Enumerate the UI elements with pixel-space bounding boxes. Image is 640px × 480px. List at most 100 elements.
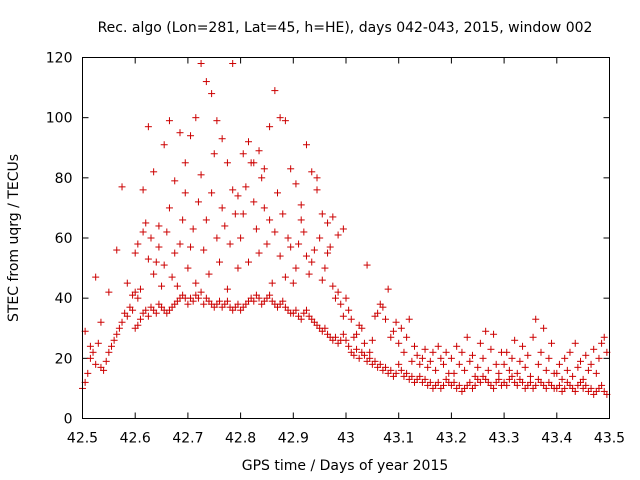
data-point: [339, 312, 347, 320]
data-point: [376, 300, 384, 308]
data-point: [574, 363, 582, 371]
data-point: [105, 348, 113, 356]
data-point: [97, 318, 105, 326]
data-point: [411, 342, 419, 350]
data-point: [297, 201, 305, 209]
data-point: [223, 297, 231, 305]
data-point: [331, 333, 339, 341]
data-point: [89, 348, 97, 356]
data-point: [213, 117, 221, 125]
x-tick-label: 43.2: [436, 431, 467, 447]
data-point: [229, 60, 237, 68]
data-point: [582, 351, 590, 359]
data-point: [508, 372, 516, 380]
data-point: [113, 246, 121, 254]
data-point: [150, 270, 158, 278]
data-point: [516, 357, 524, 365]
data-point: [226, 240, 234, 248]
data-point: [134, 294, 142, 302]
data-point: [474, 363, 482, 371]
data-point: [142, 219, 150, 227]
data-point: [434, 378, 442, 386]
data-point: [450, 378, 458, 386]
data-point: [281, 273, 289, 281]
data-point: [389, 327, 397, 335]
data-point: [329, 282, 337, 290]
data-point: [600, 333, 608, 341]
data-point: [84, 369, 92, 377]
data-point: [197, 288, 205, 296]
data-point: [218, 204, 226, 212]
data-point: [223, 285, 231, 293]
data-point: [513, 369, 521, 377]
data-point: [160, 141, 168, 149]
data-point: [592, 369, 600, 377]
data-point: [405, 315, 413, 323]
data-point: [218, 135, 226, 143]
data-point: [302, 141, 310, 149]
data-point: [366, 348, 374, 356]
data-point: [292, 180, 300, 188]
data-point: [92, 273, 100, 281]
data-point: [368, 336, 376, 344]
data-point: [271, 87, 279, 95]
data-point: [542, 366, 550, 374]
data-point: [223, 159, 231, 167]
data-point: [532, 315, 540, 323]
data-point: [400, 348, 408, 356]
data-point: [266, 123, 274, 131]
data-point: [466, 378, 474, 386]
data-point: [471, 372, 479, 380]
data-point: [213, 234, 221, 242]
data-point: [113, 330, 121, 338]
data-point: [566, 348, 574, 356]
data-point: [292, 306, 300, 314]
data-point: [281, 117, 289, 125]
y-tick-label: 20: [55, 351, 73, 367]
data-point: [397, 324, 405, 332]
data-point: [118, 183, 126, 191]
data-point: [519, 378, 527, 386]
data-point: [324, 249, 332, 257]
data-point: [503, 381, 511, 389]
data-point: [403, 369, 411, 377]
data-point: [134, 321, 142, 329]
data-point: [295, 240, 303, 248]
data-point: [115, 324, 123, 332]
data-point: [434, 342, 442, 350]
data-point: [176, 240, 184, 248]
data-point: [387, 366, 395, 374]
data-point: [403, 333, 411, 341]
data-point: [234, 300, 242, 308]
data-point: [371, 312, 379, 320]
data-point: [455, 381, 463, 389]
data-point: [350, 351, 358, 359]
data-point: [447, 354, 455, 362]
data-point: [287, 243, 295, 251]
x-tick-label: 43.1: [383, 431, 414, 447]
data-point: [587, 360, 595, 368]
data-point: [490, 330, 498, 338]
data-point: [321, 264, 329, 272]
data-point: [302, 306, 310, 314]
data-point: [255, 294, 263, 302]
data-point: [268, 279, 276, 287]
data-point: [260, 204, 268, 212]
data-point: [234, 192, 242, 200]
data-point: [439, 360, 447, 368]
data-point: [598, 381, 606, 389]
data-point: [242, 183, 250, 191]
data-point: [542, 384, 550, 392]
data-point: [139, 228, 147, 236]
data-point: [571, 339, 579, 347]
data-point: [579, 375, 587, 383]
data-point: [331, 294, 339, 302]
data-point: [216, 297, 224, 305]
data-point: [337, 300, 345, 308]
data-point: [308, 258, 316, 266]
data-point: [371, 357, 379, 365]
y-tick-label: 40: [55, 291, 73, 307]
data-point: [500, 360, 508, 368]
x-tick-label: 42.8: [225, 431, 256, 447]
data-point: [250, 297, 258, 305]
